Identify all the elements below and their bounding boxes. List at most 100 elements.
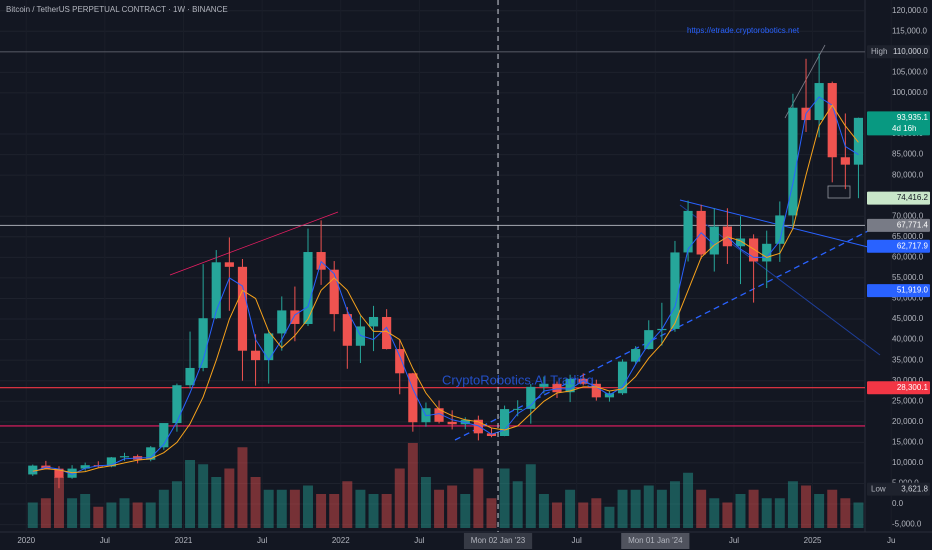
volume — [27, 443, 864, 528]
badge-tag: 4d 16h — [892, 124, 916, 133]
moving-average — [32, 104, 859, 474]
y-tick-label: 80,000.0 — [892, 170, 924, 179]
candle-body — [499, 409, 510, 437]
badge-label: 93,935.1 — [897, 113, 929, 122]
badge-label: 3,621.8 — [901, 484, 928, 493]
box — [827, 185, 851, 199]
volume-bar — [787, 481, 798, 528]
volume-bar — [80, 494, 91, 528]
candle-body — [840, 157, 850, 165]
y-tick-label: 55,000.0 — [892, 273, 924, 282]
volume-bar — [27, 502, 38, 528]
x-tick-label: Mon 02 Jan '23 — [471, 536, 526, 545]
price-badge — [867, 381, 930, 395]
link[interactable]: https://etrade.cryptorobotics.net — [687, 26, 800, 35]
candle-body — [526, 386, 536, 409]
volume-bar — [276, 489, 287, 528]
y-tick-label: 10,000.0 — [892, 458, 924, 467]
candle-body — [670, 252, 680, 329]
volume-bar — [748, 489, 759, 528]
volume-bar — [643, 485, 654, 528]
badge-label: 110,000.0 — [893, 47, 929, 56]
y-tick-label: 35,000.0 — [892, 355, 924, 364]
volume-bar — [342, 481, 353, 528]
volume-bar — [67, 498, 78, 528]
x-tick-label: Mon 01 Jan '24 — [628, 536, 683, 545]
volume-bar — [801, 485, 812, 528]
candle-body — [552, 383, 562, 393]
candle-body — [539, 383, 549, 387]
chart-title: Bitcoin / TetherUS PERPETUAL CONTRACT · … — [6, 5, 228, 14]
candle-body — [709, 226, 719, 255]
x-tick-label: Jul — [729, 536, 739, 545]
candle-body — [28, 465, 38, 475]
price-axis-bg — [865, 0, 932, 550]
volume-bar — [394, 468, 405, 528]
volume-bar — [578, 502, 589, 528]
x-tick-label: Jul — [414, 536, 424, 545]
y-tick-label: 85,000.0 — [892, 150, 924, 159]
price-badge — [867, 45, 930, 59]
horizontal-lines — [0, 51, 865, 427]
volume-bar — [132, 502, 143, 528]
x-tick-label: 2022 — [332, 536, 350, 545]
candle-body — [565, 378, 575, 393]
candle-body — [460, 419, 470, 425]
volume-bar — [840, 498, 851, 528]
volume-bar — [211, 477, 222, 528]
volume-bar — [119, 498, 130, 528]
candle-body — [54, 468, 64, 478]
candle-body — [735, 238, 746, 247]
y-tick-label: 100,000.0 — [892, 88, 928, 97]
volume-bar — [722, 502, 733, 528]
volume-bar — [420, 477, 431, 528]
y-tick-label: 105,000.0 — [892, 67, 928, 76]
x-tick-box — [621, 533, 690, 549]
volume-bar — [552, 502, 562, 528]
volume-bar — [145, 502, 156, 528]
y-tick-label: 50,000.0 — [892, 294, 924, 303]
badge-label: 62,717.9 — [897, 241, 929, 250]
y-tick-label: 40,000.0 — [892, 335, 924, 344]
candle-body — [473, 419, 483, 434]
volume-bar — [669, 481, 680, 528]
candle-body — [172, 385, 182, 424]
volume-bar — [761, 498, 772, 528]
volume-bar — [303, 485, 313, 528]
volume-bar — [407, 443, 418, 528]
candle-body — [119, 456, 130, 458]
candle-body — [447, 421, 457, 425]
moving-average — [32, 96, 859, 475]
volume-bar — [827, 489, 838, 528]
candle-body — [631, 349, 641, 362]
y-tick-label: -5,000.0 — [892, 520, 922, 529]
candle-body — [853, 117, 864, 165]
price-badge — [867, 239, 930, 253]
candle-body — [185, 367, 195, 386]
candle-body — [749, 238, 759, 262]
x-tick-box — [463, 533, 533, 549]
candle-body — [591, 383, 601, 398]
volume-bar — [591, 498, 602, 528]
axis: 120,000.0115,000.0105,000.0100,000.090,0… — [17, 6, 930, 549]
x-tick-label: 2021 — [175, 536, 193, 545]
candle-body — [211, 262, 221, 319]
candle-body — [513, 408, 523, 410]
candle-body — [106, 457, 116, 467]
candle-body — [250, 350, 261, 361]
volume-bar — [171, 481, 182, 528]
x-tick-label: 2025 — [804, 536, 822, 545]
candle-body — [342, 314, 352, 346]
volume-bar — [853, 502, 864, 528]
volume-bar — [381, 494, 392, 528]
volume-bar — [499, 468, 510, 528]
candle-body — [762, 243, 772, 262]
volume-bar — [683, 472, 694, 528]
candle-body — [159, 423, 169, 448]
candle-body — [80, 465, 90, 469]
candle-body — [237, 266, 248, 351]
candle-body — [264, 333, 274, 361]
volume-bar — [617, 489, 628, 528]
volume-bar — [460, 494, 471, 528]
volume-bar — [263, 489, 274, 528]
